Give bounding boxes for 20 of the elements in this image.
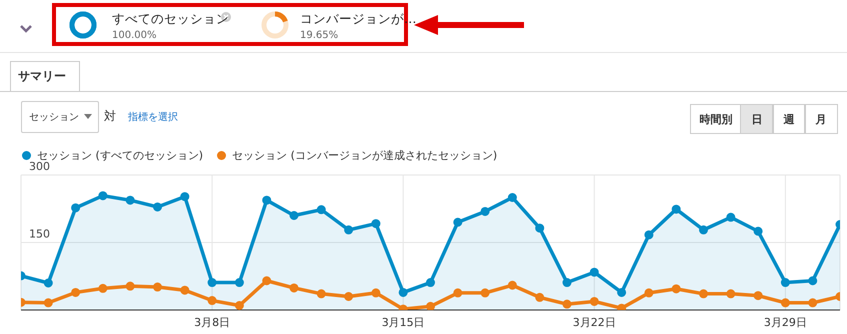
text: すべてのセッション: [112, 11, 229, 28]
x-tick-label: 3月15日: [382, 316, 425, 329]
legend-label: セッション (すべてのセッション): [37, 148, 204, 162]
x-tick-label: 3月29日: [764, 316, 807, 329]
text: 19.65%: [300, 30, 338, 41]
text: 100.00%: [112, 30, 156, 41]
text: 指標を選択: [128, 110, 178, 124]
text: 時間別: [690, 104, 742, 134]
text: コンバージョンが…: [300, 11, 416, 28]
x-tick-label: 3月22日: [572, 316, 616, 329]
legend-label: セッション (コンバージョンが達成されたセッション): [232, 148, 498, 163]
text: サマリー: [18, 68, 66, 85]
y-tick-label: 300: [29, 160, 50, 173]
text: セッション: [29, 111, 79, 124]
text: 週: [772, 104, 806, 134]
text: 日: [740, 104, 774, 134]
text: 月: [804, 104, 838, 134]
y-tick-label: 150: [29, 227, 50, 240]
x-tick-label: 3月8日: [194, 316, 230, 329]
text: 対: [104, 108, 116, 125]
